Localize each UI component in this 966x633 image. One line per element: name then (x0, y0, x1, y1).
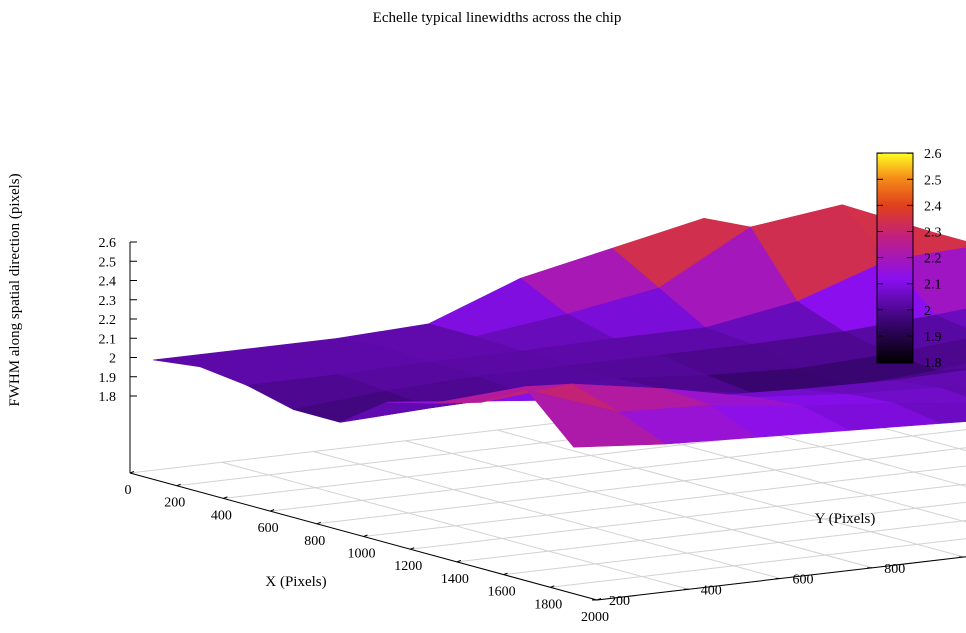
y-tick-label: 600 (792, 573, 813, 588)
colorbar-ticks: 1.8 1.9 2 2.1 2.2 2.3 2.4 2.5 2.6 (877, 147, 942, 371)
z-tick-label: 1.9 (99, 371, 117, 386)
colorbar: 1.8 1.9 2 2.1 2.2 2.3 2.4 2.5 2.6 (876, 147, 942, 371)
x-tick-label: 1600 (488, 585, 516, 600)
x-tick-mark (269, 509, 275, 512)
grid-line-y (405, 440, 873, 569)
z-tick-label: 2.5 (99, 255, 117, 270)
colorbar-tick-label: 1.9 (924, 330, 942, 345)
x-tick-label: 2000 (581, 610, 609, 625)
x-tick-label: 400 (211, 508, 232, 523)
colorbar-tick-label: 2.1 (924, 278, 942, 293)
x-tick-label: 200 (164, 496, 185, 511)
surface-facet (938, 385, 966, 398)
y-axis-label: Y (Pixels) (815, 511, 876, 527)
y-tick-label: 400 (701, 583, 722, 598)
x-tick-mark (410, 547, 415, 550)
x-tick-label: 0 (125, 483, 132, 498)
colorbar-tick-label: 2.4 (924, 199, 942, 214)
x-axis-ticks: 0 200 400 600 800 1000 1200 1400 1600 1800 2000 (125, 471, 609, 625)
x-tick-mark (176, 483, 181, 487)
surface-facet (935, 308, 966, 329)
z-tick-label: 2.3 (99, 294, 117, 309)
z-tick-label: 1.8 (99, 390, 117, 405)
x-tick-label: 1400 (441, 572, 469, 587)
grid-line-y (496, 429, 965, 558)
x-tick-mark (363, 534, 368, 537)
x-tick-mark (456, 559, 462, 563)
x-axis-label: X (Pixels) (265, 574, 326, 590)
z-axis: 1.8 1.9 2 2.1 2.2 2.3 2.4 2.5 2.6 (99, 236, 137, 473)
x-tick-label: 1200 (394, 559, 422, 574)
x-tick-label: 1000 (348, 547, 376, 562)
grid-line-x (363, 465, 966, 537)
x-tick-mark (223, 496, 228, 499)
surface-facet (936, 363, 966, 371)
colorbar-tick-label: 1.8 (924, 356, 942, 371)
colorbar-tick-label: 2.3 (924, 226, 942, 241)
z-axis-label: FWHM along spatial direction (pixels) (7, 173, 23, 406)
chart-title: Echelle typical linewidths across the ch… (373, 10, 622, 26)
x-tick-mark (316, 521, 321, 525)
surface-facet (526, 389, 666, 448)
x-tick-label: 1800 (534, 597, 562, 612)
grid-line-y (313, 451, 781, 580)
z-tick-label: 2.4 (99, 275, 117, 290)
colorbar-tick-label: 2.5 (924, 173, 942, 188)
x-tick-mark (596, 598, 602, 601)
colorbar-tick-label: 2 (924, 304, 931, 319)
x-tick-label: 600 (258, 521, 279, 536)
z-tick-label: 2 (109, 352, 116, 367)
z-tick-label: 2.2 (99, 313, 117, 328)
x-tick-label: 800 (304, 534, 325, 549)
colorbar-tick-label: 2.6 (924, 147, 942, 162)
colorbar-tick-label: 2.2 (924, 252, 942, 267)
y-tick-label: 200 (609, 594, 630, 609)
z-tick-label: 2.1 (99, 332, 117, 347)
y-tick-label: 800 (884, 562, 905, 577)
x-tick-mark (129, 471, 135, 474)
x-tick-mark (503, 572, 508, 576)
z-tick-label: 2.6 (99, 236, 117, 251)
surface-mesh (153, 204, 966, 448)
x-tick-mark (550, 585, 555, 588)
grid-line-y (221, 461, 689, 590)
